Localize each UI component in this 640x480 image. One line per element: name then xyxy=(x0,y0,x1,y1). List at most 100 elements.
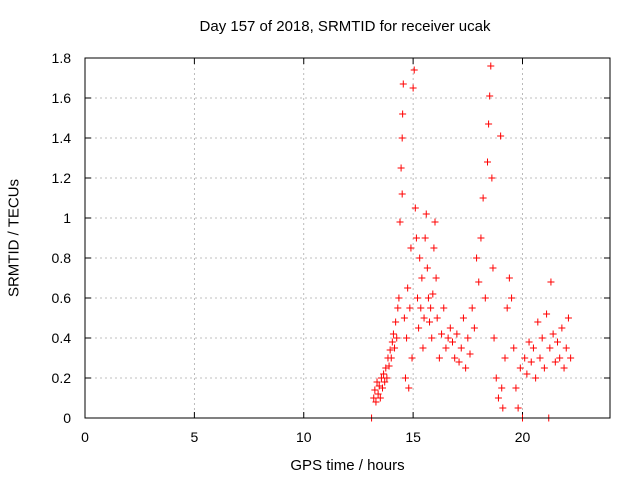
data-point xyxy=(426,318,434,326)
data-point xyxy=(412,234,420,242)
data-point xyxy=(416,254,424,262)
data-point xyxy=(372,398,380,406)
data-point xyxy=(490,334,498,342)
data-point xyxy=(494,394,502,402)
y-tick-label: 1.4 xyxy=(52,130,72,146)
data-point xyxy=(379,384,386,392)
data-point xyxy=(455,358,463,366)
data-point xyxy=(501,354,509,362)
data-point xyxy=(529,344,537,352)
data-point xyxy=(532,374,540,382)
data-point xyxy=(432,274,440,282)
data-point xyxy=(556,354,564,362)
data-point xyxy=(479,194,487,202)
data-point xyxy=(523,370,531,378)
data-point xyxy=(404,284,412,292)
data-point xyxy=(414,294,421,302)
data-point xyxy=(423,264,431,272)
data-point xyxy=(398,190,406,198)
y-tick-label: 1.6 xyxy=(52,90,72,106)
y-tick-label: 1.8 xyxy=(52,50,72,66)
x-tick-label: 0 xyxy=(81,429,89,445)
data-point xyxy=(373,378,381,386)
data-point xyxy=(430,244,438,252)
data-point xyxy=(405,384,413,392)
y-tick-label: 0.6 xyxy=(52,290,72,306)
data-point xyxy=(403,334,411,342)
data-point xyxy=(459,314,467,322)
data-point xyxy=(503,304,511,312)
data-point xyxy=(397,164,405,172)
data-point xyxy=(396,218,404,226)
data-point xyxy=(408,354,416,362)
data-point xyxy=(466,350,474,358)
data-point xyxy=(470,324,478,332)
data-point xyxy=(543,310,551,318)
data-point xyxy=(477,234,485,242)
data-point xyxy=(549,330,557,338)
data-point xyxy=(399,80,407,88)
data-point xyxy=(431,218,439,226)
data-point xyxy=(462,364,470,372)
data-point xyxy=(536,354,544,362)
data-point xyxy=(406,304,414,312)
x-tick-label: 5 xyxy=(190,429,198,445)
data-point xyxy=(418,274,426,282)
data-point xyxy=(370,394,378,402)
y-tick-label: 0.8 xyxy=(52,250,72,266)
data-point xyxy=(391,344,399,352)
data-point xyxy=(492,374,500,382)
data-point xyxy=(409,84,417,92)
data-point xyxy=(484,158,491,166)
data-point xyxy=(453,330,461,338)
y-tick-label: 1.2 xyxy=(52,170,72,186)
data-point xyxy=(560,364,568,372)
data-point xyxy=(411,204,419,212)
data-point xyxy=(421,234,429,242)
data-point xyxy=(521,354,529,362)
data-point xyxy=(558,324,566,332)
data-point xyxy=(420,314,428,322)
data-point xyxy=(451,354,459,362)
data-point xyxy=(464,334,472,342)
data-point xyxy=(489,264,497,272)
data-point xyxy=(400,314,408,322)
data-point xyxy=(401,374,409,382)
data-point xyxy=(547,278,555,286)
data-point xyxy=(475,278,483,286)
data-point xyxy=(395,294,403,302)
data-point xyxy=(442,344,450,352)
data-point xyxy=(438,330,446,338)
data-point xyxy=(497,132,505,140)
data-point xyxy=(429,290,437,298)
data-point xyxy=(419,344,427,352)
chart-title: Day 157 of 2018, SRMTID for receiver uca… xyxy=(199,18,491,35)
data-point xyxy=(385,362,393,370)
data-point xyxy=(512,384,520,392)
data-point xyxy=(407,244,415,252)
data-point xyxy=(393,334,401,342)
data-point xyxy=(499,404,507,412)
y-axis-label: SRMTID / TECUs xyxy=(5,178,23,298)
data-point xyxy=(534,318,542,326)
data-point xyxy=(388,338,396,346)
data-point xyxy=(554,338,561,346)
data-point xyxy=(433,314,441,322)
data-point xyxy=(422,210,430,218)
data-point xyxy=(394,304,402,312)
data-point xyxy=(374,390,382,398)
data-point xyxy=(457,344,465,352)
data-point xyxy=(424,294,432,302)
data-point xyxy=(562,344,570,352)
data-point xyxy=(446,324,454,332)
data-point xyxy=(551,358,559,366)
data-point xyxy=(508,294,516,302)
data-point xyxy=(564,314,572,322)
data-point xyxy=(488,174,496,182)
data-point xyxy=(546,344,554,352)
data-point xyxy=(516,364,524,372)
data-point xyxy=(468,304,476,312)
data-point xyxy=(487,62,495,70)
data-point xyxy=(376,394,384,402)
